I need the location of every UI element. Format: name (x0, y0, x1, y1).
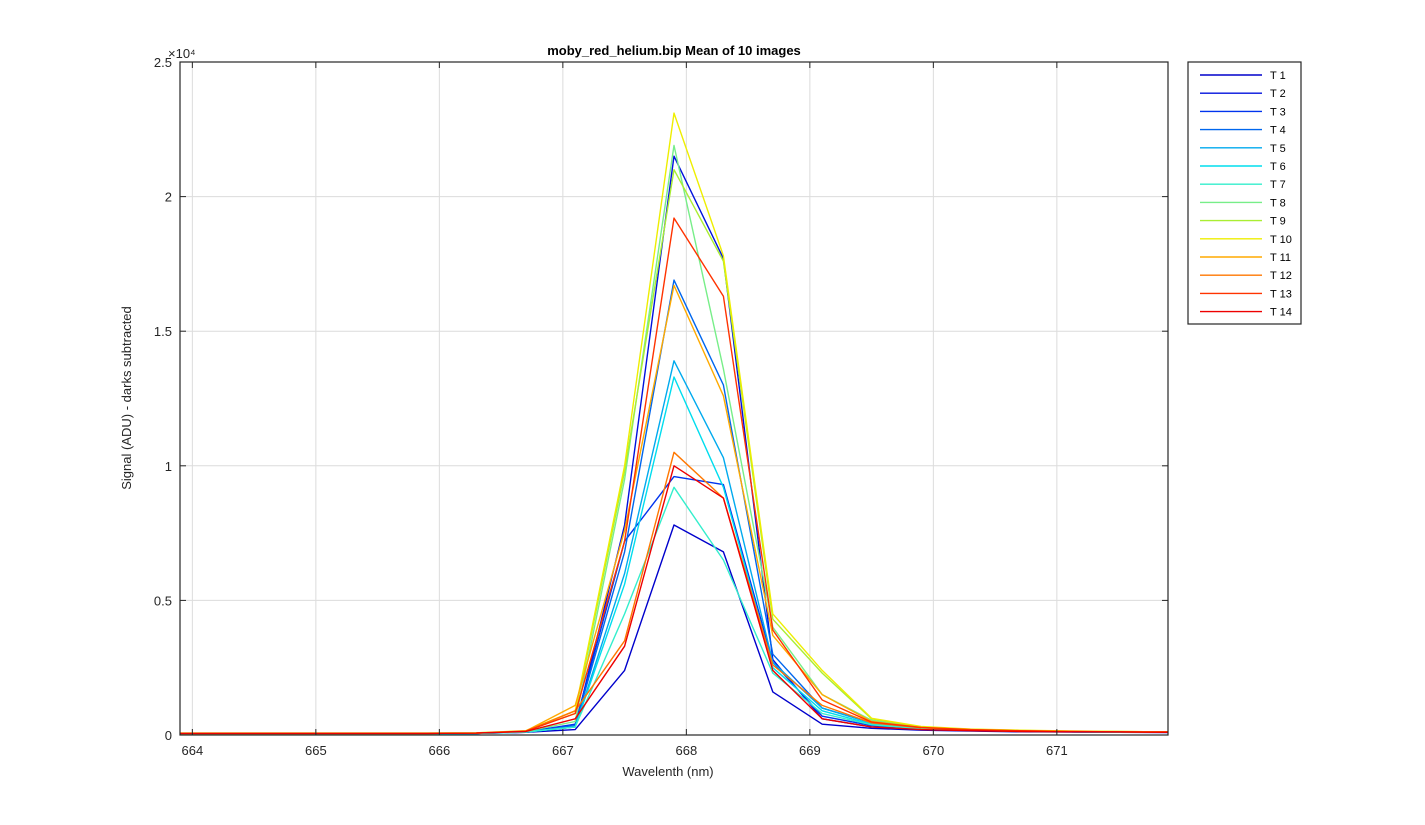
axis-ticks: 664 665 666 667 668 669 670 671 0 0.5 1 1.5 2 2.5 (154, 55, 1168, 758)
y-tick-label: 0 (165, 728, 172, 743)
plot-frame (179, 61, 1169, 736)
legend-label-t4: T 4 (1270, 125, 1286, 137)
y-exponent-label: ×10⁴ (168, 46, 196, 61)
y-tick-label: 1 (165, 459, 172, 474)
x-tick-label: 669 (799, 743, 821, 758)
y-tick-label: 2.5 (154, 55, 172, 70)
legend-label-t6: T 6 (1270, 161, 1286, 173)
x-tick-label: 667 (552, 743, 574, 758)
legend: T 1 T 2 T 3 T 4 T 5 T 6 T 7 T 8 T 9 T 10 T 11 T 12 T… (1187, 61, 1302, 325)
legend-label-t3: T 3 (1270, 106, 1286, 118)
x-tick-label: 664 (181, 743, 203, 758)
x-axis-label: Wavelenth (nm) (622, 764, 713, 779)
y-tick-label: 2 (165, 190, 172, 205)
y-tick-label: 1.5 (154, 324, 172, 339)
legend-label-t5: T 5 (1270, 143, 1286, 155)
legend-label-t7: T 7 (1270, 179, 1286, 191)
legend-label-t1: T 1 (1270, 70, 1286, 82)
y-axis-label: Signal (ADU) - darks subtracted (119, 306, 134, 490)
legend-label-t11: T 11 (1270, 252, 1291, 264)
x-tick-label: 671 (1046, 743, 1068, 758)
x-tick-label: 665 (305, 743, 327, 758)
legend-label-t10: T 10 (1270, 234, 1292, 246)
x-tick-label: 670 (922, 743, 944, 758)
legend-label-t12: T 12 (1270, 270, 1292, 282)
x-tick-label: 666 (428, 743, 450, 758)
chart-title: moby_red_helium.bip Mean of 10 images (547, 43, 801, 58)
legend-label-t13: T 13 (1270, 288, 1292, 300)
legend-label-t14: T 14 (1270, 307, 1292, 319)
x-tick-label: 668 (675, 743, 697, 758)
data-series (180, 112, 1169, 735)
legend-box (1187, 61, 1302, 325)
legend-label-t8: T 8 (1270, 197, 1286, 209)
y-tick-label: 0.5 (154, 593, 172, 608)
legend-label-t2: T 2 (1270, 88, 1286, 100)
series-line-t14 (180, 465, 1169, 735)
plot-area (180, 62, 1168, 735)
legend-label-t9: T 9 (1270, 216, 1286, 228)
